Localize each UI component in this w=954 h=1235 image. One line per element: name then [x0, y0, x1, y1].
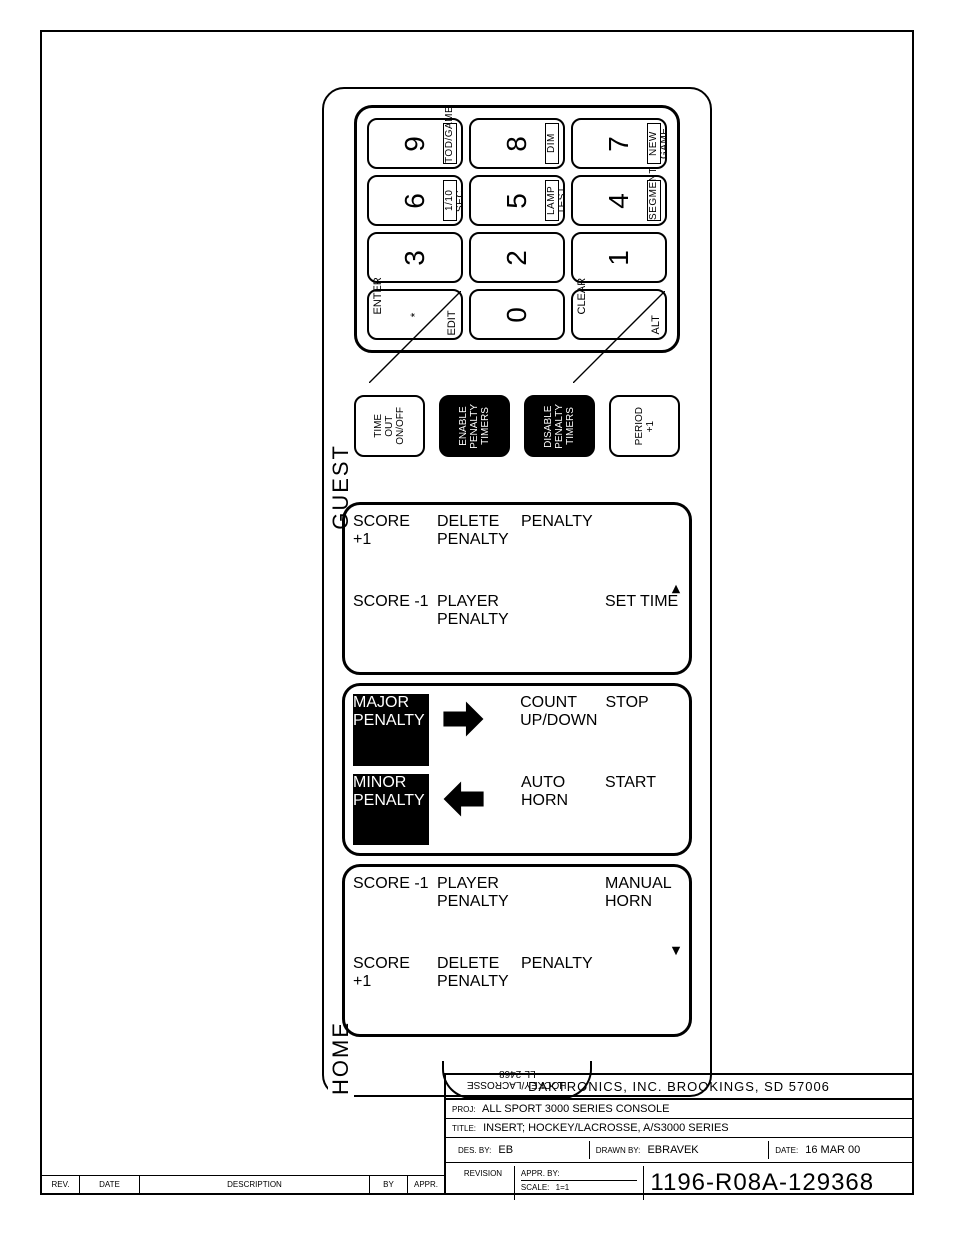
btn-en-pen[interactable]: ENABLE PENALTY TIMERS [439, 395, 510, 457]
btn-dis-pen[interactable]: DISABLE PENALTY TIMERS [524, 395, 595, 457]
company-line: DAKTRONICS, INC. BROOKINGS, SD 57006 [446, 1075, 912, 1100]
rev-col-description: DESCRIPTION [140, 1176, 370, 1193]
btn-h-player-pen[interactable]: PLAYER PENALTY [437, 875, 513, 947]
home-group: SCORE -1PLAYER PENALTY MANUAL HORN SCORE +… [342, 864, 692, 1037]
btn-timeout[interactable]: TIME OUT ON/OFF [354, 395, 425, 457]
btn-h-del-pen[interactable]: DELETE PENALTY [437, 955, 513, 1027]
date: 16 MAR 00 [805, 1144, 860, 1156]
scale: 1=1 [556, 1183, 570, 1192]
rev-col-rev: REV. [42, 1176, 80, 1193]
guest-group: SCORE +1DELETE PENALTYPENALTY SCORE -1PLA… [342, 502, 692, 675]
title-value: INSERT; HOCKEY/LACROSSE, A/S3000 SERIES [483, 1122, 729, 1134]
btn-major-pen[interactable]: MAJOR PENALTY [353, 694, 429, 766]
timer-group: MAJOR PENALTY COUNT UP/DOWNSTOP MINOR PENA… [342, 683, 692, 856]
btn-set-time[interactable]: SET TIME [605, 593, 681, 665]
btn-minor-pen[interactable]: MINOR PENALTY [353, 774, 429, 846]
title-block: DAKTRONICS, INC. BROOKINGS, SD 57006 PRO… [444, 1073, 912, 1193]
revision-label: REVISION [452, 1166, 515, 1200]
title-row: TITLE: INSERT; HOCKEY/LACROSSE, A/S3000 … [446, 1119, 912, 1138]
btn-h-pen[interactable]: PENALTY [521, 955, 597, 1027]
proj-row: PROJ: ALL SPORT 3000 SERIES CONSOLE [446, 1100, 912, 1119]
key-k1[interactable]: 1 [571, 232, 667, 283]
btn-count-ud[interactable]: COUNT UP/DOWN [520, 694, 597, 766]
arrow-right-icon [437, 694, 490, 744]
rev-col-appr: APPR. [408, 1176, 446, 1193]
credits-row: DES. BY: EB DRAWN BY: EBRAVEK DATE: 16 M… [446, 1138, 912, 1163]
btn-auto-horn[interactable]: AUTO HORN [521, 774, 597, 846]
main-control-block: GUEST HOME SCORE +1DELETE PENALTYPENALTY… [342, 502, 692, 1037]
triangle-down-icon [669, 944, 683, 958]
drawing-number: 1196-R08A-129368 [644, 1166, 906, 1200]
proj-value: ALL SPORT 3000 SERIES CONSOLE [482, 1103, 670, 1115]
btn-g-del-pen[interactable]: DELETE PENALTY [437, 513, 513, 585]
btn-period[interactable]: PERIOD +1 [609, 395, 680, 457]
btn-start[interactable]: START [605, 774, 681, 846]
key-kenter[interactable]: ENTER*EDIT [367, 289, 463, 340]
drawing-sheet: 9TOD/GAME61/10 SEC3ENTER*EDIT8DIM5LAMP T… [40, 30, 914, 1195]
key-kclear[interactable]: CLEARALT [571, 289, 667, 340]
btn-manual-horn[interactable]: MANUAL HORN [605, 875, 681, 947]
console-insert: 9TOD/GAME61/10 SEC3ENTER*EDIT8DIM5LAMP T… [322, 87, 712, 1097]
btn-g-pen[interactable]: PENALTY [521, 513, 597, 585]
btn-stop[interactable]: STOP [605, 694, 681, 766]
key-k0[interactable]: 0 [469, 289, 565, 340]
btn-h-score-up[interactable]: SCORE +1 [353, 955, 429, 1027]
key-k3[interactable]: 3 [367, 232, 463, 283]
btn-h-score-dn[interactable]: SCORE -1 [353, 875, 429, 947]
rev-col-by: BY [370, 1176, 408, 1193]
btn-g-score-up[interactable]: SCORE +1 [353, 513, 429, 585]
btn-arrow-l[interactable] [437, 774, 513, 846]
drawn-by: EBRAVEK [647, 1144, 698, 1156]
triangle-up-icon [669, 582, 683, 596]
btn-g-player-pen[interactable]: PLAYER PENALTY [437, 593, 513, 665]
des-by: EB [498, 1144, 513, 1156]
btn-arrow-r[interactable] [437, 694, 513, 766]
arrow-left-icon [437, 774, 490, 824]
bottom-row: REVISION APPR. BY: SCALE: 1=1 1196-R08A-… [446, 1163, 912, 1203]
rev-col-date: DATE [80, 1176, 140, 1193]
revision-table-header: REV.DATEDESCRIPTIONBYAPPR. [42, 1175, 446, 1193]
btn-g-score-dn[interactable]: SCORE -1 [353, 593, 429, 665]
function-row: TIME OUT ON/OFFENABLE PENALTY TIMERSDISA… [354, 395, 680, 457]
numpad-group: 9TOD/GAME61/10 SEC3ENTER*EDIT8DIM5LAMP T… [354, 105, 680, 353]
